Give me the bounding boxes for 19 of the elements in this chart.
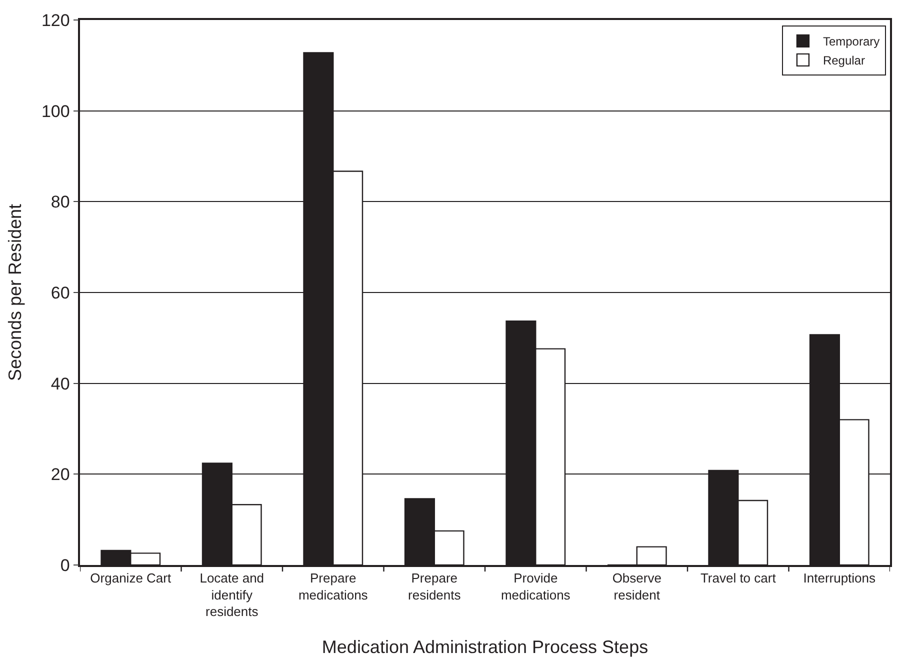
y-axis-title: Seconds per Resident	[5, 204, 26, 382]
x-tick-label: Prepare residents	[408, 570, 462, 602]
y-tick-label: 40	[50, 374, 70, 394]
y-tick-label: 120	[41, 10, 70, 30]
x-tick-label: Locate and identify residents	[200, 570, 264, 620]
y-tick-label: 20	[50, 465, 70, 484]
x-tick-label: Organize Cart	[90, 570, 172, 586]
x-tick-label: Observe resident	[612, 570, 662, 602]
x-tick-label: Interruptions	[803, 570, 876, 586]
x-tick-label: Travel to cart	[700, 570, 776, 586]
x-tick-label: Provide medications	[500, 570, 571, 602]
legend-label: Regular	[822, 54, 865, 68]
y-tick-label: 60	[50, 283, 70, 302]
legend-label: Temporary	[822, 34, 880, 49]
x-tick-label: Prepare medications	[298, 570, 368, 602]
y-tick-label: 0	[60, 556, 70, 575]
y-tick-label: 80	[50, 192, 70, 212]
x-axis-title: Medication Administration Process Steps	[322, 636, 648, 657]
y-tick-label: 100	[41, 102, 70, 121]
